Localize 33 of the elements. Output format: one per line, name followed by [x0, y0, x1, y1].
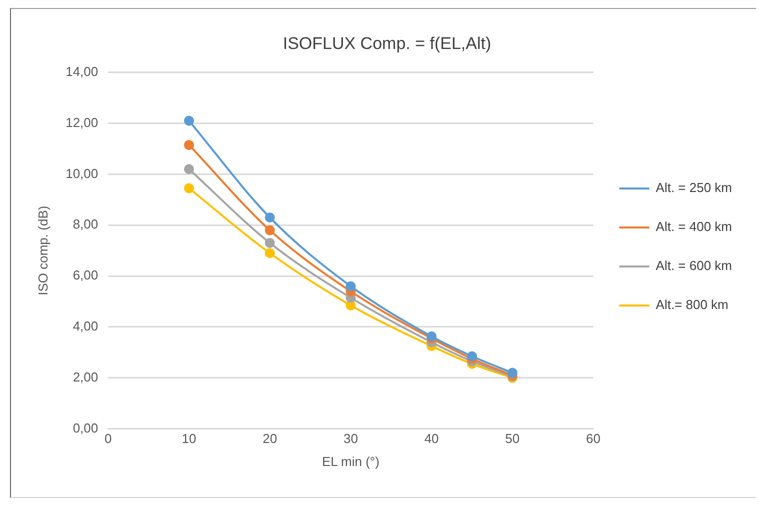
x-tick-label: 60	[586, 431, 601, 446]
y-tick-label: 12,00	[66, 114, 98, 130]
y-tick-label: 6,00	[72, 268, 98, 283]
chart-title: ISOFLUX Comp. = f(EL,Alt)	[282, 34, 492, 53]
point	[184, 183, 194, 194]
y-tick-label: 14,00	[66, 64, 98, 79]
y-tick-label: 2,00	[72, 369, 98, 384]
x-tick-label: 30	[343, 431, 358, 446]
y-tick-label: 0,00	[72, 420, 98, 436]
y-axis-title: ISO comp. (dB)	[35, 206, 50, 296]
point	[264, 212, 275, 223]
point	[264, 225, 275, 236]
x-tick-label: 20	[262, 431, 278, 446]
x-tick-label: 40	[424, 431, 439, 446]
x-axis-title: EL min (°)	[322, 454, 380, 469]
x-tick-label: 0	[104, 431, 112, 446]
point	[466, 351, 477, 362]
point	[264, 238, 275, 248]
legend-label: Alt. = 400 km	[656, 219, 732, 234]
x-tick-label: 10	[182, 431, 196, 446]
legend-label: Alt.= 800 km	[656, 297, 728, 312]
point	[184, 164, 194, 174]
point	[264, 248, 275, 258]
legend-label: Alt. = 600 km	[656, 258, 732, 274]
y-tick-label: 4,00	[72, 318, 98, 334]
point	[346, 281, 356, 292]
point	[184, 116, 194, 126]
point	[184, 140, 194, 150]
y-tick-label: 8,00	[72, 216, 98, 232]
legend-label: Alt. = 250 km	[656, 180, 732, 196]
x-tick-label: 50	[505, 431, 520, 446]
point	[507, 368, 518, 378]
y-tick-label: 10,00	[66, 166, 98, 181]
